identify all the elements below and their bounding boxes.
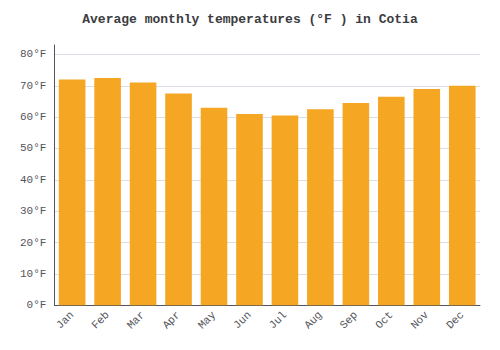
svg-text:Jan: Jan (54, 309, 76, 331)
svg-text:Sep: Sep (338, 309, 360, 331)
svg-text:May: May (196, 309, 219, 332)
svg-text:10°F: 10°F (20, 268, 46, 280)
svg-text:50°F: 50°F (20, 142, 46, 154)
svg-text:Dec: Dec (444, 309, 466, 331)
svg-text:Mar: Mar (125, 309, 147, 331)
svg-text:0°F: 0°F (27, 299, 47, 311)
svg-text:Aug: Aug (302, 309, 324, 331)
svg-text:Average monthly temperatures (: Average monthly temperatures (°F ) in Co… (82, 12, 418, 27)
svg-text:Jul: Jul (267, 309, 289, 331)
svg-text:Feb: Feb (89, 309, 111, 331)
svg-text:20°F: 20°F (20, 237, 46, 249)
svg-text:60°F: 60°F (20, 111, 46, 123)
svg-text:40°F: 40°F (20, 174, 46, 186)
svg-text:Nov: Nov (409, 309, 432, 332)
svg-text:30°F: 30°F (20, 205, 46, 217)
svg-text:Jun: Jun (231, 309, 253, 331)
svg-text:80°F: 80°F (20, 48, 46, 60)
svg-text:70°F: 70°F (20, 80, 46, 92)
svg-text:Oct: Oct (373, 309, 395, 331)
svg-text:Apr: Apr (160, 309, 182, 331)
